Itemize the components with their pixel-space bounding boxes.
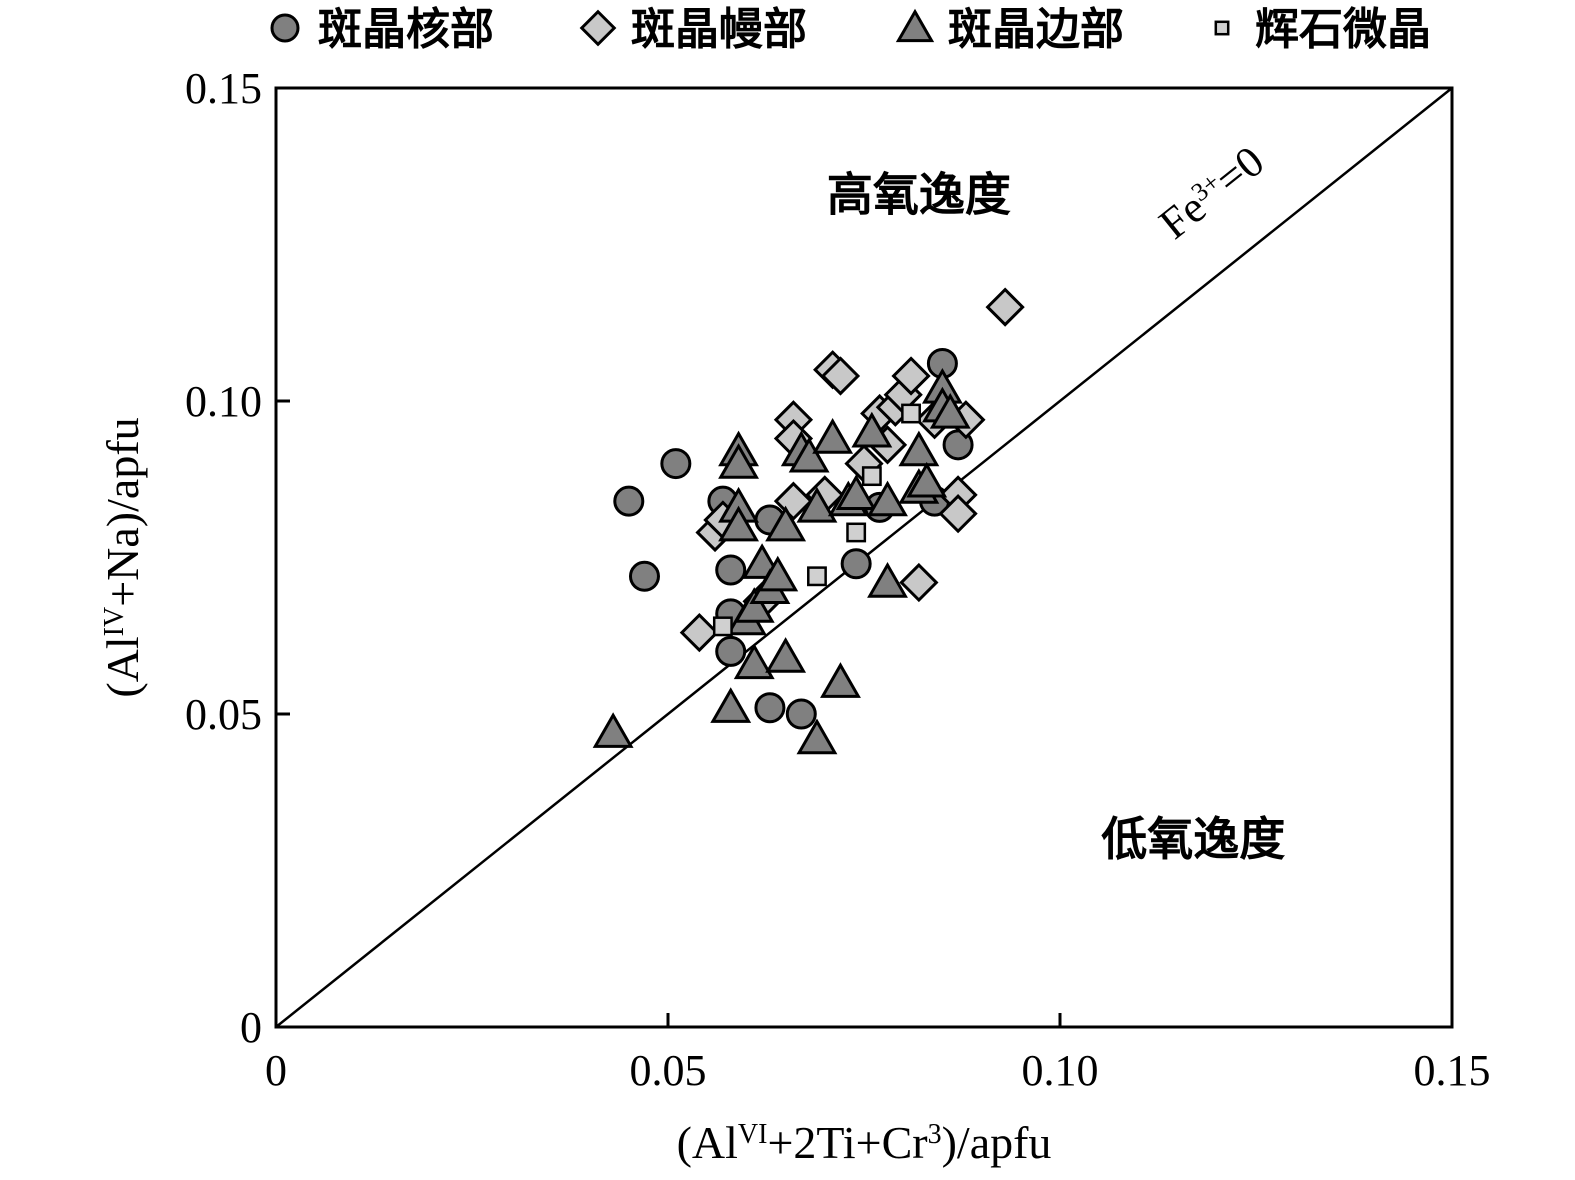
- data-point: [840, 548, 872, 580]
- data-point: [891, 356, 931, 396]
- data-point: [812, 418, 854, 454]
- data-point: [846, 522, 867, 543]
- data-point: [628, 560, 660, 592]
- data-point: [820, 662, 861, 698]
- legend-label: 辉石微晶: [1255, 4, 1431, 55]
- legend-marker: [895, 8, 935, 43]
- y-axis-title: (AlIV+Na)/apfu: [97, 417, 148, 697]
- y-tick-label: 0: [240, 1003, 262, 1052]
- x-axis-title-part: )/apfu: [942, 1117, 1052, 1168]
- region-label: 高氧逸度: [827, 167, 1011, 221]
- data-point: [867, 562, 908, 598]
- data-point: [906, 461, 948, 498]
- legend-marker: [579, 9, 617, 47]
- axis-ticks: 0 0.05 0.10 0.15 0 0.05 0.10 0.15: [185, 64, 1491, 1095]
- data-point: [901, 403, 921, 424]
- data-point: [796, 718, 838, 755]
- data-point: [765, 505, 807, 542]
- data-point: [765, 637, 807, 673]
- legend-marker: [1214, 20, 1230, 36]
- data-point: [985, 287, 1025, 327]
- data-point: [899, 562, 939, 603]
- x-axis-title-part: +2Ti+Cr: [767, 1117, 927, 1168]
- data-point: [754, 692, 786, 724]
- data-point: [679, 612, 719, 653]
- data-point: [861, 466, 882, 487]
- x-axis-title-sup: 3: [928, 1119, 942, 1150]
- data-point: [796, 486, 838, 523]
- data-point: [929, 393, 971, 429]
- y-axis-title-part: +Na)/apfu: [97, 417, 148, 606]
- x-axis-title: (AlVI+2Ti+Cr3)/apfu: [677, 1117, 1052, 1168]
- data-point: [660, 448, 692, 480]
- legend-label: 斑晶核部: [318, 4, 494, 55]
- y-tick-label: 0.10: [185, 377, 262, 426]
- y-tick-label: 0.05: [185, 690, 262, 739]
- x-tick-label: 0.10: [1022, 1046, 1099, 1095]
- x-axis-title-part: (Al: [677, 1117, 738, 1168]
- data-point: [718, 443, 759, 479]
- data-point: [613, 485, 645, 517]
- legend-label: 斑晶边部: [948, 4, 1124, 55]
- legend-label: 斑晶幔部: [631, 4, 807, 55]
- data-point: [592, 712, 634, 748]
- data-point: [712, 616, 733, 637]
- x-tick-label: 0.15: [1414, 1046, 1491, 1095]
- data-point: [835, 474, 877, 511]
- data-point: [898, 430, 940, 467]
- legend-marker: [270, 13, 300, 43]
- y-tick-label: 0.15: [185, 64, 262, 113]
- reference-line-label: Fe3+=0: [1150, 136, 1273, 248]
- data-point: [715, 554, 747, 586]
- data-point: [757, 555, 799, 592]
- y-axis-title-sup: IV: [99, 607, 130, 637]
- data-point: [718, 505, 759, 542]
- series-4: [712, 403, 921, 637]
- data-point: [788, 436, 830, 473]
- data-points: [592, 287, 1025, 755]
- x-axis-title-sup: VI: [738, 1119, 768, 1150]
- data-point: [807, 566, 827, 587]
- legend: 斑晶核部 斑晶幔部 斑晶边部 辉石微晶: [270, 4, 1431, 55]
- plot-frame: [274, 86, 1454, 1029]
- data-point: [785, 698, 817, 730]
- data-point: [851, 411, 893, 448]
- data-point: [733, 643, 775, 680]
- data-point: [938, 494, 978, 534]
- x-tick-label: 0: [265, 1046, 287, 1095]
- series-3: [592, 367, 971, 755]
- data-point: [733, 587, 775, 623]
- data-point: [820, 356, 861, 396]
- y-axis-title-part: (Al: [97, 636, 148, 697]
- region-label: 低氧逸度: [1101, 812, 1285, 866]
- data-point: [710, 687, 752, 723]
- data-point: [867, 480, 908, 517]
- x-tick-label: 0.05: [630, 1046, 707, 1095]
- data-point: [715, 635, 747, 667]
